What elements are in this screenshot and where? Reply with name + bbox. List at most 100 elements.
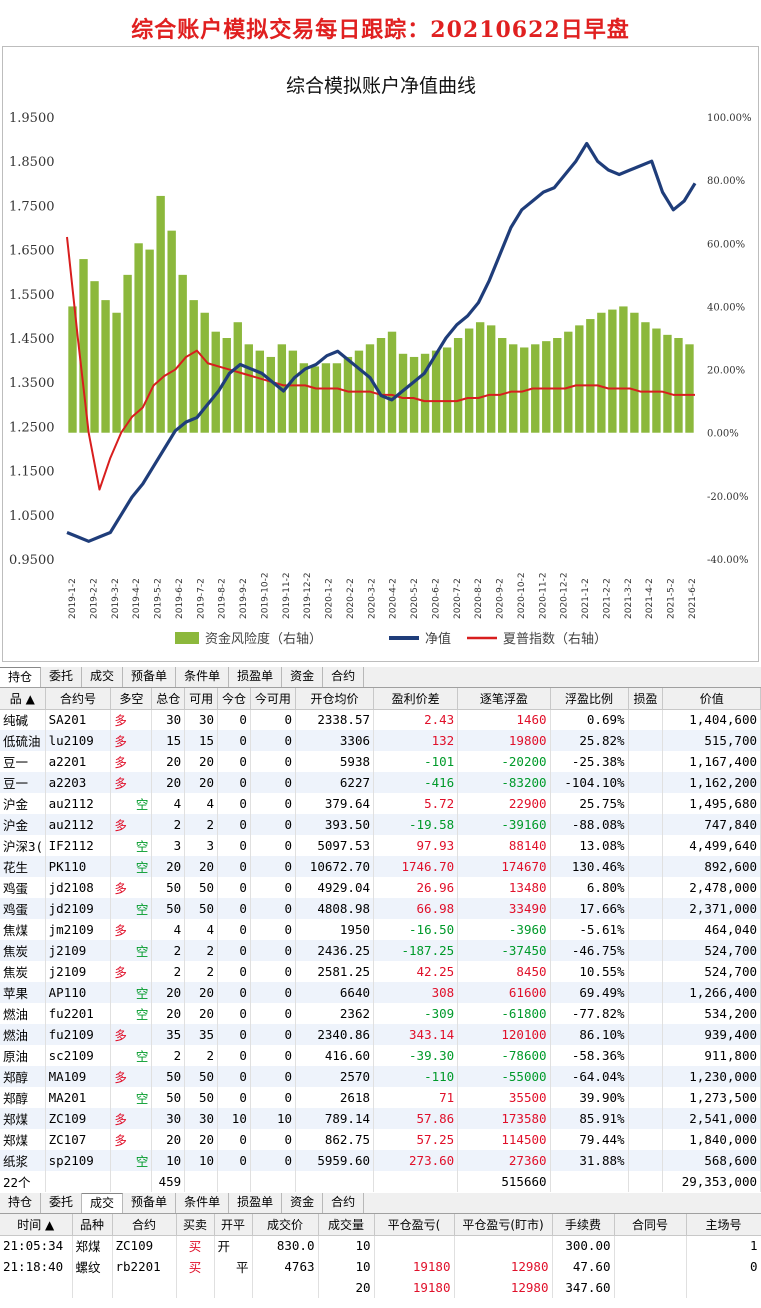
- position-row[interactable]: 鸡蛋 jd2109 空 50 50 0 0 4808.98 66.98 33490 17.66% 2,…: [0, 898, 761, 919]
- tab-4[interactable]: 条件单: [176, 667, 230, 687]
- tab-5[interactable]: 损盈单: [229, 667, 283, 687]
- tab-6[interactable]: 资金: [282, 667, 324, 687]
- position-row[interactable]: 沪金 au2112 空 4 4 0 0 379.64 5.72 22900 25.75% 1,495,…: [0, 793, 761, 814]
- tab-4[interactable]: 条件单: [176, 1193, 230, 1213]
- trade-seat: 0: [686, 1256, 761, 1277]
- column-header[interactable]: 成交量: [318, 1214, 375, 1236]
- position-row[interactable]: 原油 sc2109 空 2 2 0 0 416.60 -39.30 -78600 -58.36% 91…: [0, 1045, 761, 1066]
- tab-5[interactable]: 损盈单: [229, 1193, 283, 1213]
- position-row[interactable]: 沪深3(IF2112 空 3 3 0 0 5097.53 97.93 88140 13.08% 4,…: [0, 835, 761, 856]
- x-tick-label: 2019-5-2: [154, 578, 164, 619]
- column-header[interactable]: 浮盈比例: [550, 688, 629, 710]
- column-header[interactable]: 今仓: [217, 688, 251, 710]
- position-row[interactable]: 纸浆 sp2109 空 10 10 0 0 5959.60 273.60 27360 31.88% 5…: [0, 1150, 761, 1171]
- tab-3[interactable]: 预备单: [123, 1193, 177, 1213]
- trade-row[interactable]: 21:18:40 螺纹 rb2201 买平 4763 10 19180 12980 47.60 0: [0, 1256, 761, 1277]
- column-header[interactable]: 合约: [112, 1214, 177, 1236]
- num-cell: 0: [250, 856, 297, 877]
- tab-3[interactable]: 预备单: [123, 667, 177, 687]
- column-header[interactable]: 开仓均价: [295, 688, 375, 710]
- column-header[interactable]: 可用: [184, 688, 219, 710]
- position-row[interactable]: 郑醇 MA201 空 50 50 0 0 2618 71 35500 39.90% 1,273,500: [0, 1087, 761, 1108]
- num-cell: 4: [151, 793, 186, 814]
- trades-table: 时间 ▲ 品种 合约 买卖 开平 成交价 成交量 平仓盈亏(平仓盈亏(盯市) 手续费 合同号 主场号…: [0, 1214, 761, 1298]
- column-header[interactable]: 主场号: [686, 1214, 761, 1236]
- tab-1[interactable]: 委托: [41, 1193, 83, 1213]
- column-header[interactable]: 时间 ▲: [0, 1214, 73, 1236]
- position-row[interactable]: 焦煤 jm2109 多 4 4 0 0 1950 -16.50 -3960 -5.61% 464,04…: [0, 919, 761, 940]
- column-header[interactable]: 多空: [110, 688, 153, 710]
- column-header[interactable]: 品 ▲: [0, 688, 46, 710]
- product: 沪金: [0, 814, 46, 835]
- num-cell: 2618: [295, 1087, 375, 1108]
- column-header[interactable]: 平仓盈亏(盯市): [454, 1214, 553, 1236]
- column-header[interactable]: 品种: [72, 1214, 113, 1236]
- position-row[interactable]: 燃油 fu2109 多 35 35 0 0 2340.86 343.14 120100 86.10%…: [0, 1024, 761, 1045]
- column-header[interactable]: 成交价: [252, 1214, 319, 1236]
- tab-2[interactable]: 成交: [82, 667, 124, 687]
- column-header[interactable]: 平仓盈亏(: [374, 1214, 455, 1236]
- column-header[interactable]: 损盈: [628, 688, 664, 710]
- column-header[interactable]: 价值: [662, 688, 761, 710]
- column-header[interactable]: 盈利价差: [373, 688, 459, 710]
- value: 939,400: [662, 1024, 761, 1045]
- position-row[interactable]: 郑煤 ZC107 多 20 20 0 0 862.75 57.25 114500 79.44% 1,8…: [0, 1129, 761, 1150]
- position-row[interactable]: 花生 PK110 空 20 20 0 0 10672.70 1746.70 174670 130.4…: [0, 856, 761, 877]
- tab-0[interactable]: 持仓: [0, 667, 42, 687]
- tab-6[interactable]: 资金: [282, 1193, 324, 1213]
- column-header[interactable]: 买卖: [176, 1214, 215, 1236]
- position-row[interactable]: 纯碱 SA201 多 30 30 0 0 2338.57 2.43 1460 0.69% 1,404,…: [0, 709, 761, 730]
- float-ratio: -104.10%: [550, 772, 629, 793]
- column-header[interactable]: 合约号: [45, 688, 112, 710]
- product: 纸浆: [0, 1150, 46, 1171]
- position-row[interactable]: 郑煤 ZC109 多 30 30 10 10 789.14 57.86 173580 85.91% 2…: [0, 1108, 761, 1129]
- column-header[interactable]: 开平: [214, 1214, 253, 1236]
- num-cell: 0: [217, 772, 251, 793]
- x-tick-label: 2020-10-2: [517, 572, 527, 619]
- position-row[interactable]: 焦炭 j2109 空 2 2 0 0 2436.25 -187.25 -37450 -46.75% 5…: [0, 940, 761, 961]
- column-header[interactable]: 总仓: [151, 688, 186, 710]
- position-row[interactable]: 豆一 a2203 多 20 20 0 0 6227 -416 -83200 -104.10% 1,16…: [0, 772, 761, 793]
- position-row[interactable]: 低硫油 lu2109 多 15 15 0 0 3306 132 19800 25.82% 515,70…: [0, 730, 761, 751]
- stop: [628, 1087, 664, 1108]
- summary-cell: 19180: [374, 1277, 455, 1298]
- value: 4,499,640: [662, 835, 761, 856]
- contract: au2112: [45, 793, 112, 814]
- column-header[interactable]: 合同号: [614, 1214, 687, 1236]
- float-ratio: -58.36%: [550, 1045, 629, 1066]
- tab-2[interactable]: 成交: [82, 1193, 124, 1213]
- num-cell: 2338.57: [295, 709, 375, 730]
- product: 沪深3(: [0, 835, 46, 856]
- position-row[interactable]: 沪金 au2112 多 2 2 0 0 393.50 -19.58 -39160 -88.08% 74…: [0, 814, 761, 835]
- num-cell: 20: [151, 772, 186, 793]
- risk-bar: [90, 281, 99, 433]
- tab-1[interactable]: 委托: [41, 667, 83, 687]
- float-pl: -39160: [457, 814, 551, 835]
- x-tick-label: 2021-1-2: [581, 578, 591, 619]
- position-row[interactable]: 苹果 AP110 空 20 20 0 0 6640 308 61600 69.49% 1,266,40…: [0, 982, 761, 1003]
- position-row[interactable]: 郑醇 MA109 多 50 50 0 0 2570 -110 -55000 -64.04% 1,230…: [0, 1066, 761, 1087]
- tab-7[interactable]: 合约: [323, 667, 365, 687]
- tab-0[interactable]: 持仓: [0, 1193, 42, 1213]
- right-tick-label: 100.00%: [707, 113, 752, 124]
- risk-bar: [608, 309, 617, 433]
- position-row[interactable]: 豆一 a2201 多 20 20 0 0 5938 -101 -20200 -25.38% 1,167…: [0, 751, 761, 772]
- risk-bar: [145, 249, 154, 433]
- position-row[interactable]: 鸡蛋 jd2108 多 50 50 0 0 4929.04 26.96 13480 6.80% 2,4…: [0, 877, 761, 898]
- column-header[interactable]: 今可用: [250, 688, 297, 710]
- num-cell: 0: [217, 1045, 251, 1066]
- price-diff: 66.98: [373, 898, 459, 919]
- position-row[interactable]: 燃油 fu2201 空 20 20 0 0 2362 -309 -61800 -77.82% 534,…: [0, 1003, 761, 1024]
- risk-bar: [376, 338, 386, 433]
- tab-7[interactable]: 合约: [323, 1193, 365, 1213]
- column-header[interactable]: 逐笔浮盈: [457, 688, 551, 710]
- position-row[interactable]: 焦炭 j2109 多 2 2 0 0 2581.25 42.25 8450 10.55% 524,70…: [0, 961, 761, 982]
- risk-bar: [630, 312, 639, 433]
- num-cell: 0: [250, 1045, 297, 1066]
- trade-row[interactable]: 21:05:34 郑煤 ZC109 买开 830.0 10 300.00 1: [0, 1235, 761, 1256]
- risk-bar: [288, 350, 298, 433]
- float-pl: -20200: [457, 751, 551, 772]
- float-pl: 61600: [457, 982, 551, 1003]
- column-header[interactable]: 手续费: [552, 1214, 615, 1236]
- trade-volume: 10: [318, 1235, 375, 1256]
